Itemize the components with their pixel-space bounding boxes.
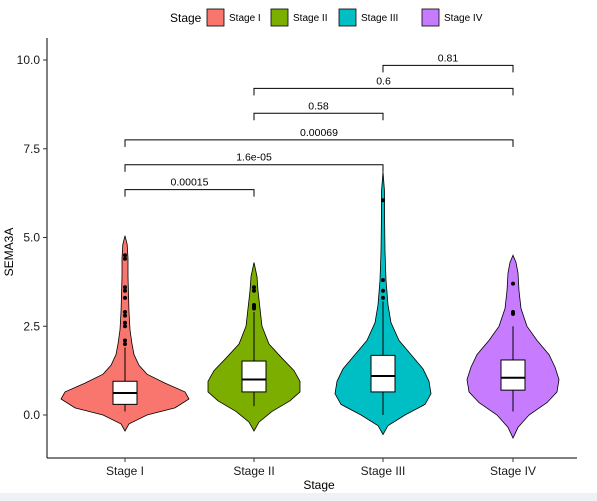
outlier-point [123,256,127,261]
y-tick-label: 2.5 [23,319,40,333]
x-tick-label: Stage I [106,464,144,478]
outlier-point [381,295,385,300]
comparison-bracket: 0.6 [253,75,514,96]
outlier-point [123,313,127,318]
box [500,359,526,391]
legend: Stage Stage I Stage II Stage III Stage IV [170,8,483,27]
window-bottom-strip [0,493,597,501]
legend-title: Stage [170,11,202,25]
outlier-point [252,302,256,307]
comparison-bracket: 0.58 [253,100,384,121]
legend-item: Stage II [270,8,327,27]
violin-group [207,262,301,432]
outlier-point [123,288,127,293]
legend-label: Stage III [361,13,398,24]
violin-group [334,171,432,436]
comparison-bracket: 0.00069 [124,127,514,147]
p-value-label: 0.00069 [300,127,338,139]
outlier-point [381,198,385,203]
legend-label: Stage IV [444,13,483,24]
legend-key [338,8,357,27]
box [241,360,267,393]
legend-key [206,8,225,27]
x-axis-title: Stage [303,478,335,492]
p-value-label: 0.81 [438,52,459,64]
legend-key [270,8,289,27]
outlier-point [123,324,127,329]
x-tick-label: Stage IV [490,464,536,478]
outlier-point [123,310,127,315]
comparison-bracket: 0.81 [382,52,514,73]
outlier-point [381,288,385,293]
violin-group [466,254,560,440]
outlier-point [511,281,515,286]
p-value-label: 0.00015 [171,177,209,189]
x-axis: Stage I Stage II Stage III Stage IV [47,457,577,478]
violin-group [60,235,190,432]
y-axis-title: SEMA3A [2,228,16,277]
outlier-point [123,342,127,346]
y-tick-label: 0.0 [23,408,40,422]
outlier-point [123,253,127,258]
bracket-line [124,139,514,147]
p-value-label: 1.6e-05 [236,152,272,164]
y-tick-label: 10.0 [17,53,41,67]
legend-item: Stage I [206,8,261,27]
bracket-line [382,64,514,73]
legend-item: Stage IV [421,8,483,27]
comparison-bracket: 1.6e-05 [124,152,384,172]
bracket-line [253,87,514,96]
plot-area: 0.00015 1.6e-05 0.00069 0.58 0.6 0.81 [60,52,560,440]
outlier-point [252,285,256,290]
outlier-point [123,338,127,343]
p-value-label: 0.58 [308,100,329,112]
bracket-line [124,189,255,197]
outlier-point [123,295,127,300]
outlier-point [123,320,127,325]
legend-item: Stage III [338,8,398,27]
outlier-point [252,288,256,293]
legend-key [421,8,440,27]
outlier-point [123,285,127,290]
comparison-bracket: 0.00015 [124,177,255,197]
p-value-label: 0.6 [376,75,391,87]
y-axis: 0.0 2.5 5.0 7.5 10.0 [17,38,48,458]
y-tick-label: 5.0 [23,231,40,245]
x-tick-label: Stage II [233,464,274,478]
outlier-point [511,310,515,315]
box [370,354,396,393]
x-tick-label: Stage III [361,464,406,478]
legend-label: Stage I [229,13,261,24]
bracket-line [124,164,384,172]
outlier-point [381,278,385,283]
y-tick-label: 7.5 [23,142,40,156]
legend-label: Stage II [293,13,327,24]
bracket-line [253,112,384,121]
violin-shape [60,235,190,432]
